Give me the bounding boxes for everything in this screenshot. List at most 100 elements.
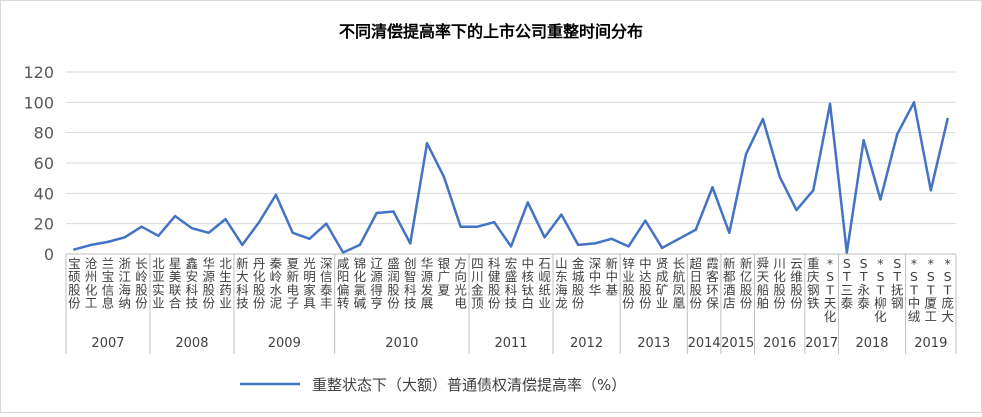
y-tick-label: 40 xyxy=(34,184,54,203)
data-point xyxy=(610,237,613,241)
x-tick-label: S T 三泰 xyxy=(841,256,854,311)
x-tick-label: 银广夏 xyxy=(438,256,451,297)
year-label: 2013 xyxy=(637,336,670,351)
data-point xyxy=(392,210,395,213)
x-tick-label: 超日股份 xyxy=(689,256,702,311)
data-point xyxy=(493,220,496,224)
y-tick-label: 0 xyxy=(44,245,54,264)
x-tick-label: 重庆钢铁 xyxy=(807,256,820,311)
x-tick-label: 舜天船舶 xyxy=(757,256,770,311)
data-point xyxy=(409,242,412,245)
data-point xyxy=(694,228,697,231)
year-label: 2014 xyxy=(688,336,721,351)
x-tick-label: 新大科技 xyxy=(236,256,249,311)
x-tick-label: 深信泰丰 xyxy=(320,256,333,311)
year-label: 2010 xyxy=(385,336,418,351)
x-tick-label: * S T 厦工 xyxy=(925,256,938,324)
x-tick-label: 盛润股份 xyxy=(387,256,400,311)
x-tick-label: 辽源得亨 xyxy=(370,256,383,311)
data-point xyxy=(660,246,664,250)
year-label: 2008 xyxy=(175,336,208,351)
data-point xyxy=(644,219,647,222)
data-point xyxy=(677,237,681,241)
x-tick-label: 丹化股份 xyxy=(253,256,266,311)
x-tick-label: 宝硕股份 xyxy=(68,256,81,311)
data-point xyxy=(308,237,311,241)
x-tick-label: 中达股份 xyxy=(639,256,652,311)
data-point xyxy=(375,211,378,215)
x-tick-label: * S T 中绒 xyxy=(908,256,921,324)
data-point xyxy=(207,231,210,234)
year-label: 2015 xyxy=(721,336,754,351)
x-tick-label: 咸阳偏转 xyxy=(337,256,350,311)
x-tick-label: 华源发展 xyxy=(421,256,434,311)
year-label: 2012 xyxy=(570,336,603,351)
x-tick-label: 宏盛科技 xyxy=(505,256,518,311)
x-tick-label: * S T 庞大 xyxy=(941,256,954,324)
x-tick-label: 山东海龙 xyxy=(555,256,568,311)
chart-title: 不同清偿提高率下的上市公司重整时间分布 xyxy=(339,22,643,41)
x-tick-label: 新亿股份 xyxy=(740,256,753,311)
data-point xyxy=(896,132,899,136)
data-point xyxy=(744,152,748,156)
data-point xyxy=(476,225,479,228)
data-point xyxy=(879,198,882,201)
x-tick-label: 贤成矿业 xyxy=(656,256,669,311)
x-tick-label: * S T 柳化 xyxy=(874,256,887,324)
grid-layer xyxy=(66,71,956,225)
x-tick-label: 川化股份 xyxy=(773,256,786,311)
x-tick-label: 夏新电子 xyxy=(286,256,299,311)
data-point xyxy=(73,248,76,251)
y-tick-label: 120 xyxy=(23,63,54,82)
data-point xyxy=(157,234,160,237)
data-point xyxy=(224,217,227,221)
x-tick-label: 石岘纸业 xyxy=(538,256,551,311)
data-point xyxy=(627,245,630,248)
data-point xyxy=(106,240,110,244)
data-point xyxy=(291,231,294,234)
x-tick-label: 霞客环保 xyxy=(706,256,719,311)
data-point xyxy=(929,189,933,192)
data-point xyxy=(593,242,597,245)
legend: 重整状态下（大额）普通债权清偿提高率（%） xyxy=(240,376,626,394)
data-point xyxy=(543,236,546,239)
x-tick-label: S T 永泰 xyxy=(857,256,870,311)
data-point xyxy=(173,214,177,218)
x-tick-label: 新都酒店 xyxy=(723,256,736,311)
data-point xyxy=(442,175,446,178)
x-tick-label: 兰宝信息 xyxy=(102,256,115,311)
y-tick-label: 20 xyxy=(34,215,54,234)
data-point xyxy=(778,175,781,178)
data-point xyxy=(89,243,93,247)
x-tick-label: 深中华 xyxy=(589,256,602,297)
year-label: 2016 xyxy=(763,336,796,351)
year-label: 2011 xyxy=(494,336,527,351)
x-tick-label: 鑫安科技 xyxy=(186,256,199,311)
data-point xyxy=(946,117,949,121)
x-tick-label: 中核钛白 xyxy=(522,256,535,311)
data-point xyxy=(274,193,278,197)
x-axis: 宝硕股份沧州化工兰宝信息浙江海纳长岭股份北亚实业星美联合鑫安科技华源股份北生药业… xyxy=(65,253,957,354)
x-tick-label: 华源股份 xyxy=(202,256,215,311)
x-tick-label: * S T 天化 xyxy=(824,256,837,324)
year-label: 2017 xyxy=(805,336,838,351)
data-point xyxy=(241,243,244,247)
year-label: 2007 xyxy=(91,336,124,351)
x-tick-label: 创智科技 xyxy=(404,256,417,311)
x-tick-label: 新中基 xyxy=(605,256,618,297)
x-tick-label: 金城股份 xyxy=(572,256,585,311)
data-point xyxy=(795,208,798,212)
series-layer xyxy=(73,101,949,254)
year-label: 2009 xyxy=(268,336,301,351)
x-tick-label: S T 抚钢 xyxy=(891,256,904,311)
y-axis: 0 20 40 60 80 100 120 xyxy=(23,63,54,264)
data-point xyxy=(711,186,714,189)
x-tick-label: 光明家具 xyxy=(303,256,316,311)
x-tick-label: 锦化氯碱 xyxy=(354,256,367,311)
data-point xyxy=(325,222,328,225)
data-point xyxy=(425,142,429,145)
data-point xyxy=(140,225,143,228)
